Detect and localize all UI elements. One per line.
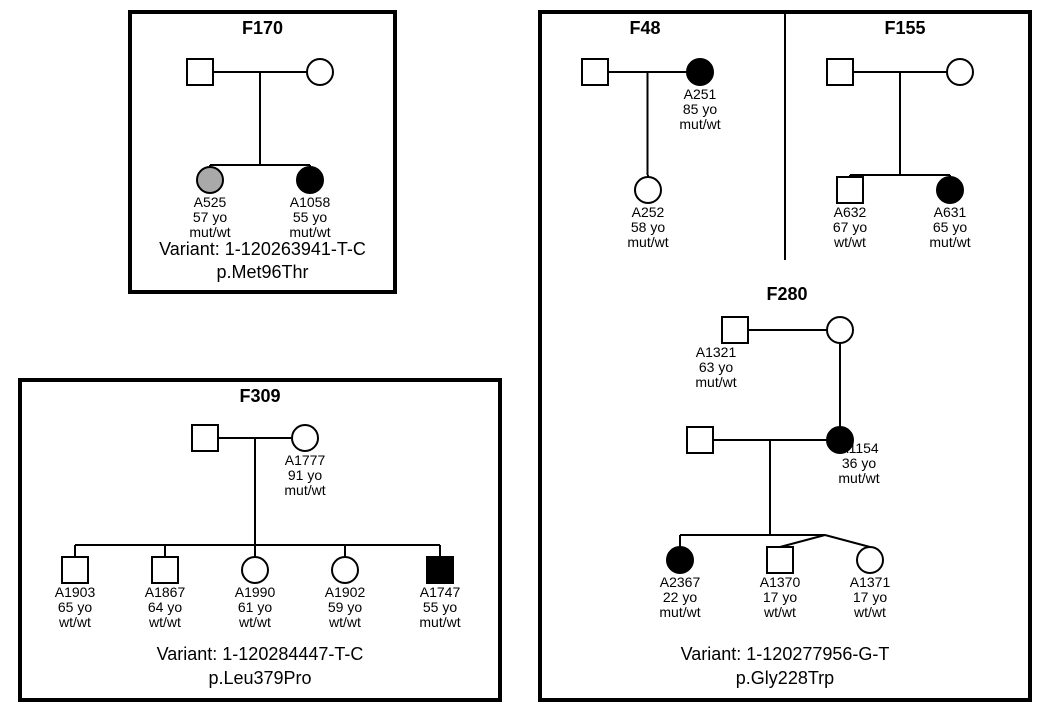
svg-text:wt/wt: wt/wt	[763, 604, 796, 620]
svg-text:wt/wt: wt/wt	[853, 604, 886, 620]
svg-text:22 yo: 22 yo	[663, 589, 697, 605]
male-symbol	[827, 59, 853, 85]
svg-text:58 yo: 58 yo	[631, 219, 665, 235]
male-symbol	[152, 557, 178, 583]
svg-text:mut/wt: mut/wt	[189, 224, 230, 240]
svg-text:91 yo: 91 yo	[288, 467, 322, 483]
female-symbol	[332, 557, 358, 583]
family-title: F280	[766, 284, 807, 304]
svg-text:36 yo: 36 yo	[842, 455, 876, 471]
svg-text:A1867: A1867	[145, 584, 186, 600]
svg-text:wt/wt: wt/wt	[58, 614, 91, 630]
svg-text:63 yo: 63 yo	[699, 359, 733, 375]
svg-text:55 yo: 55 yo	[423, 599, 457, 615]
male-symbol	[582, 59, 608, 85]
variant-label: p.Gly228Trp	[736, 668, 834, 688]
male-symbol	[687, 427, 713, 453]
female-symbol	[297, 167, 323, 193]
female-symbol	[242, 557, 268, 583]
svg-text:67 yo: 67 yo	[833, 219, 867, 235]
svg-text:64 yo: 64 yo	[148, 599, 182, 615]
pedigree-figure: F170A52557 yomut/wtA105855 yomut/wtVaria…	[0, 0, 1050, 718]
svg-text:wt/wt: wt/wt	[238, 614, 271, 630]
female-symbol	[687, 59, 713, 85]
svg-text:A1990: A1990	[235, 584, 276, 600]
svg-text:A2367: A2367	[660, 574, 701, 590]
female-symbol	[292, 425, 318, 451]
svg-text:59 yo: 59 yo	[328, 599, 362, 615]
female-symbol	[857, 547, 883, 573]
svg-text:mut/wt: mut/wt	[679, 116, 720, 132]
family-title: F170	[242, 18, 283, 38]
svg-text:wt/wt: wt/wt	[148, 614, 181, 630]
svg-text:A1902: A1902	[325, 584, 366, 600]
female-symbol	[937, 177, 963, 203]
male-symbol	[767, 547, 793, 573]
svg-text:wt/wt: wt/wt	[328, 614, 361, 630]
svg-text:A1903: A1903	[55, 584, 96, 600]
pedigree-F309: F309A177791 yomut/wtA190365 yowt/wtA1867…	[20, 380, 500, 700]
pedigree-F170: F170A52557 yomut/wtA105855 yomut/wtVaria…	[130, 12, 395, 292]
svg-text:mut/wt: mut/wt	[659, 604, 700, 620]
svg-text:wt/wt: wt/wt	[833, 234, 866, 250]
svg-text:A1058: A1058	[290, 194, 331, 210]
svg-text:A1371: A1371	[850, 574, 891, 590]
male-symbol	[837, 177, 863, 203]
female-symbol	[307, 59, 333, 85]
svg-text:mut/wt: mut/wt	[419, 614, 460, 630]
variant-label: Variant: 1-120277956-G-T	[681, 644, 890, 664]
variant-label: p.Met96Thr	[216, 262, 308, 282]
svg-text:A525: A525	[194, 194, 227, 210]
svg-text:mut/wt: mut/wt	[289, 224, 330, 240]
svg-text:A252: A252	[632, 204, 665, 220]
svg-text:65 yo: 65 yo	[933, 219, 967, 235]
female-symbol	[827, 317, 853, 343]
family-title: F155	[884, 18, 925, 38]
svg-text:mut/wt: mut/wt	[838, 470, 879, 486]
variant-label: Variant: 1-120263941-T-C	[159, 239, 366, 259]
svg-text:mut/wt: mut/wt	[695, 374, 736, 390]
svg-text:17 yo: 17 yo	[853, 589, 887, 605]
female-symbol	[635, 177, 661, 203]
svg-text:A1777: A1777	[285, 452, 326, 468]
svg-text:A1154: A1154	[839, 440, 879, 456]
variant-label: p.Leu379Pro	[208, 668, 311, 688]
svg-text:55 yo: 55 yo	[293, 209, 327, 225]
svg-text:mut/wt: mut/wt	[929, 234, 970, 250]
svg-text:57 yo: 57 yo	[193, 209, 227, 225]
female-symbol	[197, 167, 223, 193]
svg-text:A632: A632	[834, 204, 867, 220]
svg-text:65 yo: 65 yo	[58, 599, 92, 615]
male-symbol	[187, 59, 213, 85]
male-symbol	[722, 317, 748, 343]
svg-text:A1370: A1370	[760, 574, 801, 590]
variant-label: Variant: 1-120284447-T-C	[157, 644, 364, 664]
svg-text:A251: A251	[684, 86, 717, 102]
female-symbol	[667, 547, 693, 573]
family-title: F48	[629, 18, 660, 38]
svg-text:A631: A631	[934, 204, 967, 220]
svg-text:A1321: A1321	[696, 344, 737, 360]
svg-text:61 yo: 61 yo	[238, 599, 272, 615]
svg-text:17 yo: 17 yo	[763, 589, 797, 605]
male-symbol	[62, 557, 88, 583]
male-symbol	[427, 557, 453, 583]
family-title: F309	[239, 386, 280, 406]
svg-text:mut/wt: mut/wt	[284, 482, 325, 498]
svg-text:mut/wt: mut/wt	[627, 234, 668, 250]
male-symbol	[192, 425, 218, 451]
svg-text:A1747: A1747	[420, 584, 461, 600]
svg-text:85 yo: 85 yo	[683, 101, 717, 117]
female-symbol	[947, 59, 973, 85]
